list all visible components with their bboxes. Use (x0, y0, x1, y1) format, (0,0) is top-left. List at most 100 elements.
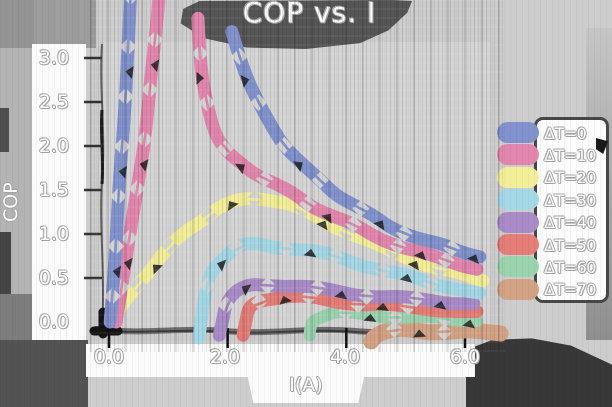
ribbon-pinch-line (273, 246, 299, 251)
legend-label: ΔT=70 (544, 280, 596, 300)
ribbon-pinch-line (203, 273, 212, 298)
legend-label: ΔT=20 (544, 168, 596, 188)
ribbon-twist-shadow (413, 329, 427, 338)
ribbon-twist-shadow (234, 163, 245, 175)
ribbon-twist-shadow (118, 165, 127, 179)
legend-swatch-t-30 (497, 189, 539, 211)
ribbon-pinch-line (333, 311, 359, 315)
ribbon-pinch-line (248, 298, 272, 309)
ribbon-pinch-line (370, 267, 396, 274)
ribbon-twist-shadow (139, 159, 149, 172)
x-axis-title: I(A) (289, 374, 323, 396)
y-axis-label-band (32, 44, 86, 340)
legend-label: ΔT=10 (544, 146, 596, 166)
ribbon-pinch-line (382, 327, 407, 334)
legend-swatch-t-20 (497, 166, 539, 188)
ribbon-twist-shadow (216, 259, 227, 272)
ribbon-twist-shadow (363, 313, 377, 322)
ribbon-pinch-line (431, 329, 457, 334)
ribbon-twist-shadow (241, 284, 252, 296)
ribbon-pinch-line (335, 227, 359, 238)
ribbon-pinch-line (203, 90, 211, 115)
legend-label: ΔT=40 (544, 213, 596, 233)
legend-item-t-40: ΔT=40 (497, 211, 606, 234)
legend-item-t-70: ΔT=70 (497, 278, 606, 301)
ribbon-pinch-line (128, 0, 132, 9)
ribbon-twist-shadow (293, 161, 303, 173)
ribbon-twist-shadow (462, 319, 476, 329)
ribbon-pinch-line (222, 294, 234, 317)
ribbon-twist-shadow (316, 220, 328, 231)
legend-item-t-30: ΔT=30 (497, 189, 606, 211)
ribbon-pinch-line (126, 34, 130, 59)
x-tick-label: 2.0 (209, 346, 241, 368)
ribbon-pinch-line (305, 285, 330, 291)
ribbon-pinch-line (119, 134, 125, 159)
y-tick-label: 1.5 (38, 179, 70, 201)
ribbon-pinch-line (126, 225, 133, 251)
y-tick-label: 1.0 (38, 223, 70, 245)
ribbon-pinch-line (345, 302, 371, 306)
ribbon-pinch-line (113, 233, 118, 259)
ribbon-pinch-line (296, 294, 322, 300)
ribbon-pinch-line (386, 241, 410, 251)
y-tick-label: 3.0 (38, 47, 70, 69)
legend-swatch-t-10 (497, 144, 539, 166)
x-tick-label: 0.0 (93, 346, 125, 368)
ribbon-pinch-line (276, 135, 293, 155)
ribbon-twist-shadow (112, 265, 122, 279)
ribbon-twist-shadow (467, 254, 479, 265)
y-tick-label: 0.0 (38, 311, 70, 333)
legend-label: ΔT=30 (544, 190, 596, 210)
legend-item-t-10: ΔT=10 (497, 144, 606, 166)
ribbon-pinch-line (152, 27, 158, 52)
legend-item-t-0: ΔT=0 (497, 122, 606, 144)
ribbon-pinch-line (440, 242, 464, 254)
ribbon-pinch-line (134, 176, 141, 201)
legend-item-t-60: ΔT=60 (497, 256, 606, 278)
ribbon-pinch-line (433, 315, 458, 322)
ribbon-twist-shadow (196, 71, 205, 85)
ribbon-twist-shadow (413, 251, 426, 261)
ribbon-twist-shadow (240, 75, 250, 88)
legend-swatch-t-50 (497, 233, 539, 255)
ribbon-pinch-line (404, 295, 429, 302)
ribbon-twist-shadow (407, 260, 419, 271)
ribbon-twist-shadow (152, 264, 163, 275)
ribbon-twist-shadow (227, 201, 239, 211)
ribbon-pinch-line (392, 227, 416, 239)
ribbon-pinch-line (141, 127, 148, 152)
ribbon-pinch-line (297, 195, 319, 211)
ribbon-pinch-line (434, 255, 458, 266)
ribbon-twist-shadow (123, 257, 133, 271)
ribbon-pinch-line (291, 204, 315, 216)
ribbon-pinch-line (110, 283, 115, 309)
legend-label: ΔT=60 (544, 258, 596, 278)
background-patch (0, 108, 9, 152)
ribbon-pinch-line (197, 41, 203, 66)
ribbon-pinch-line (147, 77, 153, 102)
ribbon-twist-shadow (334, 290, 348, 300)
ribbon-pinch-line (428, 265, 453, 273)
ribbon-pinch-line (234, 44, 245, 69)
ribbon-pinch-line (116, 184, 121, 209)
ribbon-pinch-line (161, 237, 179, 256)
ribbon-pinch-line (255, 283, 280, 288)
ribbon-twist-shadow (279, 295, 292, 305)
ribbon-pinch-line (118, 275, 125, 300)
ribbon-pinch-line (323, 251, 347, 262)
ribbon-pinch-line (198, 207, 219, 224)
x-tick-label: 4.0 (329, 346, 361, 368)
ribbon-twist-shadow (375, 302, 389, 312)
ribbon-pinch-line (395, 303, 421, 310)
background-patch (0, 232, 11, 294)
legend-swatch-t-0 (497, 122, 539, 143)
ribbon-pinch-line (419, 278, 444, 288)
legend-swatch-t-70 (497, 278, 539, 300)
legend-swatch-t-60 (497, 256, 539, 278)
ribbon-pinch-line (354, 293, 379, 299)
ribbon-pinch-line (310, 171, 330, 190)
chart-title: COP vs. I (242, 0, 377, 29)
